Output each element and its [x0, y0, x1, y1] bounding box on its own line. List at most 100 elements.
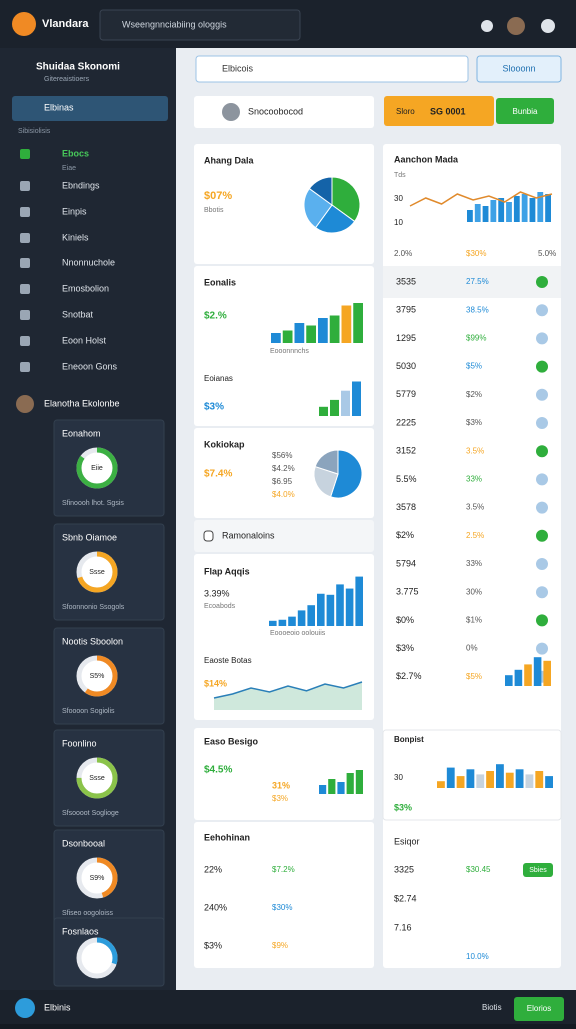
pie-slice — [313, 465, 339, 498]
nav-item[interactable]: Ebocs — [62, 148, 89, 158]
search-text[interactable]: Wseengnnciabiing ologgis — [122, 19, 227, 29]
profile-name[interactable]: Elanotha Ekolonbe — [44, 398, 120, 408]
card-title: Nootis Sboolon — [62, 636, 123, 646]
row-value: 3.775 — [396, 587, 419, 597]
nav-icon — [20, 149, 30, 159]
nav-item[interactable]: Elbinas — [44, 102, 74, 112]
donut-label: S5% — [90, 673, 105, 680]
bar — [456, 776, 465, 788]
settings-icon — [541, 19, 555, 33]
card-value: $2.% — [204, 311, 227, 322]
row-value: $9% — [272, 941, 288, 950]
row-value: $2.7% — [396, 671, 422, 681]
sidebar-subtitle: Gitereaistioers — [44, 76, 90, 83]
status-icon — [536, 304, 548, 317]
bar — [486, 771, 494, 788]
bottom-button[interactable] — [514, 997, 564, 1021]
card-title: Eaoste Botas — [204, 656, 252, 665]
card5 — [194, 728, 374, 820]
bar — [317, 593, 325, 626]
bar — [355, 770, 363, 794]
legend-item: $56% — [272, 451, 292, 460]
row-value: $1% — [466, 616, 482, 625]
row-value: 3152 — [396, 446, 416, 456]
row-value: 2.5% — [466, 531, 484, 540]
nav-item[interactable]: Nnonnuchole — [62, 257, 115, 267]
row-value: 5779 — [396, 389, 416, 399]
card-caption: Sfoooon Sogiolis — [62, 708, 115, 715]
bottom-bar — [0, 990, 576, 1024]
card-title: Eehohinan — [204, 832, 250, 842]
nav-active[interactable] — [12, 96, 168, 121]
status-icon — [536, 417, 548, 429]
card-caption: Sfiseo oogoloiss — [62, 910, 113, 917]
search-button[interactable] — [476, 55, 562, 83]
search-box[interactable] — [195, 55, 469, 83]
row-value: 27.5% — [466, 277, 489, 286]
row-button[interactable] — [523, 863, 553, 877]
card-value: 31% — [272, 780, 290, 790]
bar — [514, 669, 523, 686]
bar — [521, 194, 528, 222]
button-label[interactable]: Elorios — [527, 1004, 551, 1013]
row-value: 5794 — [396, 558, 416, 568]
donut-arc — [76, 857, 118, 899]
bar — [525, 774, 534, 788]
bar — [505, 772, 514, 788]
home-icon — [481, 20, 493, 32]
checkbox[interactable] — [203, 530, 214, 542]
row-value: $2% — [466, 390, 482, 399]
row-value: 3.5% — [466, 503, 484, 512]
nav-item[interactable]: Kiniels — [62, 232, 89, 242]
card-title: Aanchon Mada — [394, 154, 459, 164]
card-sub: Bbotis — [204, 207, 224, 214]
bar — [269, 620, 277, 626]
row-highlight — [383, 266, 561, 298]
nav-item[interactable]: Ebndings — [62, 180, 100, 190]
bar — [307, 605, 315, 626]
chart-caption: Eooonnnchs — [270, 348, 309, 355]
card-value: $3% — [394, 802, 412, 812]
donut-arc — [76, 447, 118, 489]
bar — [529, 198, 536, 222]
line — [409, 191, 553, 207]
bar — [346, 773, 354, 794]
nav-icon — [20, 207, 30, 217]
account-name: Snocoobocod — [248, 106, 303, 116]
card-title: Flap Aqqis — [204, 566, 250, 576]
footer-value: $30% — [466, 249, 486, 258]
card-title: Eonalis — [204, 277, 236, 287]
button-label[interactable]: Sbies — [529, 867, 547, 874]
promo-button[interactable] — [496, 98, 554, 124]
card-value: 3.39% — [204, 588, 230, 598]
bottom-label: Biotis — [482, 1003, 502, 1012]
card-value: $3% — [204, 402, 224, 413]
section-label: Sibisiolisis — [18, 128, 51, 135]
status-icon — [536, 614, 548, 627]
row-value: $5% — [466, 362, 482, 371]
button-label[interactable]: Bunbia — [513, 107, 538, 116]
search-text[interactable]: Elbicois — [222, 63, 254, 73]
card-title: Eonahom — [62, 428, 101, 438]
button-label[interactable]: Slooonn — [502, 63, 535, 73]
card-title: Eoianas — [204, 374, 233, 383]
nav-item[interactable]: Eneoon Gons — [62, 361, 118, 371]
bar — [355, 576, 363, 626]
bar — [337, 782, 345, 794]
nav-icon — [20, 336, 30, 346]
bar — [505, 675, 513, 686]
line — [213, 681, 363, 699]
nav-item[interactable]: Eoon Holst — [62, 335, 107, 345]
axis-label: 10 — [394, 218, 403, 227]
nav-item[interactable]: Einpis — [62, 206, 87, 216]
bar — [535, 771, 544, 788]
chart-caption: Eoooeoio oolouiis — [270, 630, 326, 637]
bar — [466, 769, 475, 788]
bottom-logo — [15, 998, 35, 1018]
bar — [328, 779, 336, 794]
search-box[interactable] — [99, 9, 301, 41]
pie-slice — [331, 176, 361, 223]
card-title: Esiqor — [394, 836, 420, 846]
nav-item[interactable]: Emosbolion — [62, 283, 109, 293]
nav-item[interactable]: Snotbat — [62, 309, 94, 319]
